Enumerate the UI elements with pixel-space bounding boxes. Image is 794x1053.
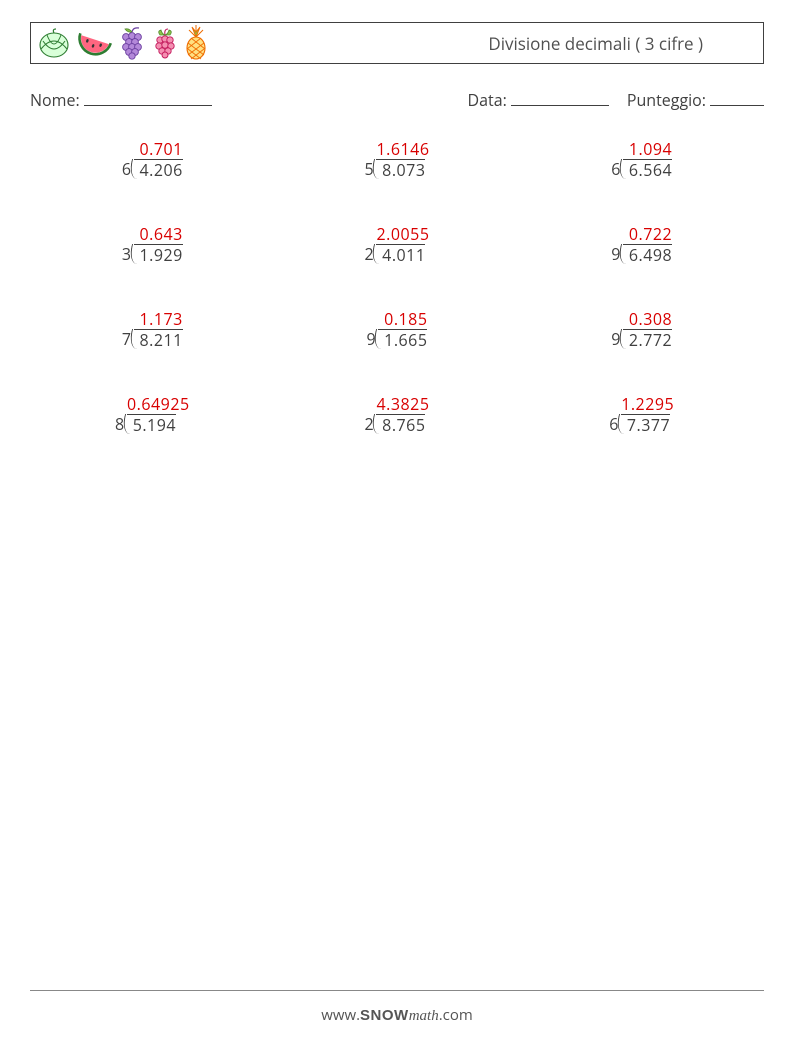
- division-expr: 85.194: [115, 414, 190, 435]
- problem-cell: 1.09466.564: [519, 139, 764, 180]
- division-expr: 92.772: [611, 329, 672, 350]
- long-division: 0.6492585.194: [115, 394, 190, 435]
- long-division: 1.17378.211: [122, 309, 183, 350]
- problem-cell: 1.614658.073: [275, 139, 520, 180]
- division-expr: 66.564: [611, 159, 672, 180]
- info-row: Nome: Data: Punteggio:: [30, 88, 764, 111]
- long-division: 1.614658.073: [365, 139, 430, 180]
- division-expr: 78.211: [122, 329, 183, 350]
- dividend: 1.929: [134, 244, 183, 265]
- quotient: 2.0055: [365, 224, 430, 244]
- long-division: 1.229567.377: [609, 394, 674, 435]
- long-division: 0.64331.929: [122, 224, 183, 265]
- watermelon-slice-icon: [75, 28, 113, 58]
- name-label: Nome:: [30, 89, 80, 111]
- raspberry-icon: [151, 27, 179, 59]
- quotient: 0.308: [611, 309, 672, 329]
- dividend: 5.194: [127, 414, 176, 435]
- division-expr: 31.929: [122, 244, 183, 265]
- division-expr: 58.073: [365, 159, 430, 180]
- division-expr: 91.665: [367, 329, 428, 350]
- quotient: 0.643: [122, 224, 183, 244]
- division-expr: 96.498: [611, 244, 672, 265]
- dividend: 8.211: [134, 329, 183, 350]
- division-expr: 67.377: [609, 414, 674, 435]
- problems-grid: 0.70164.206 1.614658.073 1.09466.564 0.6433…: [30, 139, 764, 435]
- problem-cell: 0.72296.498: [519, 224, 764, 265]
- dividend: 6.498: [623, 244, 672, 265]
- problem-cell: 0.64331.929: [30, 224, 275, 265]
- long-division: 0.18591.665: [367, 309, 428, 350]
- quotient: 0.64925: [115, 394, 190, 414]
- footer-brand-math: math: [409, 1008, 439, 1024]
- footer-suffix: .com: [439, 1005, 473, 1025]
- long-division: 2.005524.011: [365, 224, 430, 265]
- score-line: [710, 88, 764, 106]
- problem-cell: 0.18591.665: [275, 309, 520, 350]
- quotient: 0.185: [367, 309, 428, 329]
- problem-cell: 2.005524.011: [275, 224, 520, 265]
- problem-cell: 0.6492585.194: [30, 394, 275, 435]
- quotient: 4.3825: [365, 394, 430, 414]
- problem-cell: 4.382528.765: [275, 394, 520, 435]
- pineapple-icon: [183, 25, 209, 61]
- dividend: 4.011: [376, 244, 425, 265]
- long-division: 4.382528.765: [365, 394, 430, 435]
- long-division: 0.70164.206: [122, 139, 183, 180]
- quotient: 1.6146: [365, 139, 430, 159]
- dividend: 6.564: [623, 159, 672, 180]
- watermelon-icon: [37, 27, 71, 59]
- footer: www.SNOWmath.com: [0, 1005, 794, 1025]
- dividend: 2.772: [623, 329, 672, 350]
- dividend: 4.206: [134, 159, 183, 180]
- name-line: [84, 88, 212, 106]
- footer-rule: [30, 990, 764, 991]
- footer-prefix: www.: [321, 1005, 360, 1025]
- date-label: Data:: [468, 89, 507, 111]
- footer-brand-snow: SNOW: [360, 1007, 409, 1024]
- quotient: 0.722: [611, 224, 672, 244]
- fruit-icons: [37, 25, 209, 61]
- dividend: 8.073: [376, 159, 425, 180]
- quotient: 0.701: [122, 139, 183, 159]
- grapes-icon: [117, 26, 147, 60]
- header-box: Divisione decimali ( 3 cifre ): [30, 22, 764, 64]
- score-label: Punteggio:: [627, 89, 706, 111]
- long-division: 1.09466.564: [611, 139, 672, 180]
- worksheet-title: Divisione decimali ( 3 cifre ): [488, 32, 753, 55]
- long-division: 0.72296.498: [611, 224, 672, 265]
- dividend: 1.665: [378, 329, 427, 350]
- date-line: [511, 88, 609, 106]
- quotient: 1.2295: [609, 394, 674, 414]
- quotient: 1.094: [611, 139, 672, 159]
- quotient: 1.173: [122, 309, 183, 329]
- problem-cell: 0.30892.772: [519, 309, 764, 350]
- problem-cell: 1.17378.211: [30, 309, 275, 350]
- dividend: 8.765: [376, 414, 425, 435]
- division-expr: 28.765: [365, 414, 430, 435]
- dividend: 7.377: [621, 414, 670, 435]
- division-expr: 64.206: [122, 159, 183, 180]
- division-expr: 24.011: [365, 244, 430, 265]
- problem-cell: 0.70164.206: [30, 139, 275, 180]
- problem-cell: 1.229567.377: [519, 394, 764, 435]
- long-division: 0.30892.772: [611, 309, 672, 350]
